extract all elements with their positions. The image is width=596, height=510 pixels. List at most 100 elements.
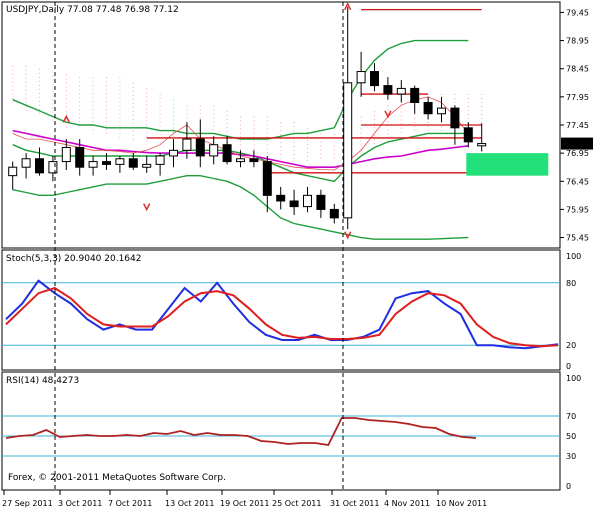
bear-candle-body	[289, 200, 299, 208]
bull-candle-body	[396, 87, 406, 95]
price-axis-label: 76.45	[566, 177, 589, 186]
fractal-up-arrow	[344, 2, 352, 11]
candle	[48, 155, 58, 182]
candle	[356, 51, 366, 97]
candle	[88, 155, 98, 176]
rsi-level-label: 30	[566, 452, 576, 461]
bear-candle-body	[249, 158, 259, 163]
candle	[262, 155, 272, 213]
bear-candle-body	[35, 158, 44, 174]
candle	[8, 161, 18, 190]
time-axis-label: 19 Oct 2011	[220, 499, 269, 508]
fractal-down-arrow	[143, 203, 151, 212]
bear-candle-body	[128, 158, 138, 168]
bull-candle-body	[169, 149, 178, 157]
candle	[222, 136, 232, 165]
fractal-up-arrow	[62, 114, 70, 123]
candle	[21, 153, 31, 179]
candle	[370, 63, 379, 92]
bear-candle-body	[410, 87, 420, 103]
stoch-level-label: 20	[566, 341, 576, 350]
candle	[477, 123, 487, 152]
candle	[115, 155, 125, 173]
bear-candle-body	[262, 161, 272, 196]
candle	[195, 119, 205, 168]
bull-candle-body	[437, 107, 446, 115]
rsi-title: RSI(14) 48.4273	[6, 376, 79, 386]
time-axis-label: 7 Oct 2011	[108, 499, 152, 508]
candle	[249, 150, 259, 168]
current-price-tag	[561, 137, 593, 150]
rsi-level-label: 50	[566, 432, 576, 441]
candle	[303, 186, 312, 213]
bear-candle-body	[329, 208, 339, 219]
candle	[423, 96, 433, 120]
stoch-level-label: 80	[566, 279, 576, 288]
bollinger-lower-line	[12, 175, 469, 240]
candle	[142, 155, 152, 173]
candle	[316, 189, 326, 218]
bear-candle-body	[195, 138, 205, 157]
fractal-down-arrow	[344, 231, 352, 240]
bear-candle-body	[75, 147, 85, 168]
bull-candle-body	[8, 166, 18, 177]
symbol-title: USDJPY,Daily 77.08 77.48 76.98 77.12	[6, 5, 179, 15]
candle	[102, 153, 111, 171]
price-axis-label: 77.95	[566, 93, 589, 102]
candle	[35, 147, 44, 176]
candle	[329, 203, 339, 224]
bull-candle-body	[303, 194, 312, 208]
time-axis-label: 25 Oct 2011	[272, 499, 321, 508]
price-axis-label: 79.45	[566, 8, 589, 17]
stoch-main-line	[5, 279, 559, 350]
bear-candle-body	[370, 71, 379, 87]
bull-candle-body	[48, 161, 58, 174]
bear-candle-body	[276, 194, 286, 202]
candle	[450, 105, 460, 145]
bull-candle-body	[142, 163, 152, 168]
bull-candle-body	[115, 158, 125, 165]
candle	[437, 96, 446, 123]
time-axis-label: 31 Oct 2011	[330, 499, 379, 508]
candle	[236, 150, 245, 168]
bear-candle-body	[222, 144, 232, 163]
rsi-scale-0: 0	[566, 482, 571, 491]
price-axis-label: 75.45	[566, 234, 589, 243]
bear-candle-body	[463, 127, 473, 143]
candle	[169, 139, 178, 168]
bull-candle-body	[88, 161, 98, 168]
main-chart-layer	[8, 2, 549, 240]
bollinger-upper-line	[12, 39, 469, 140]
candle	[61, 139, 71, 171]
candle	[209, 136, 219, 165]
bear-candle-body	[102, 161, 111, 165]
candle	[343, 6, 353, 230]
current-price-label: 77.12	[564, 140, 587, 149]
candle	[75, 139, 85, 176]
candle	[289, 189, 299, 216]
time-axis-label: 4 Nov 2011	[384, 499, 430, 508]
rsi-level-label: 70	[566, 412, 576, 421]
rsi-pane-frame[interactable]	[1, 371, 561, 491]
bull-candle-body	[356, 71, 366, 84]
stoch-chart-layer: 80 20	[2, 279, 576, 350]
bull-candle-body	[209, 144, 219, 157]
rsi-scale-100: 100	[566, 374, 581, 383]
bear-candle-body	[423, 101, 433, 115]
fractal-down-arrow	[384, 110, 392, 119]
bull-candle-body	[21, 158, 31, 168]
time-axis-label: 13 Oct 2011	[165, 499, 214, 508]
copyright-text: Forex, © 2001-2011 MetaQuotes Software C…	[8, 473, 226, 483]
price-axis-label: 75.95	[566, 205, 589, 214]
bull-candle-body	[182, 138, 192, 151]
price-axis-label: 78.45	[566, 65, 589, 74]
bear-candle-body	[383, 85, 393, 95]
stoch-pane-frame[interactable]	[1, 249, 561, 371]
candle	[155, 153, 165, 176]
rsi-line	[5, 417, 477, 446]
candle	[276, 186, 286, 210]
time-axis-label: 10 Nov 2011	[436, 499, 487, 508]
time-axis-label: 27 Sep 2011	[2, 499, 53, 508]
